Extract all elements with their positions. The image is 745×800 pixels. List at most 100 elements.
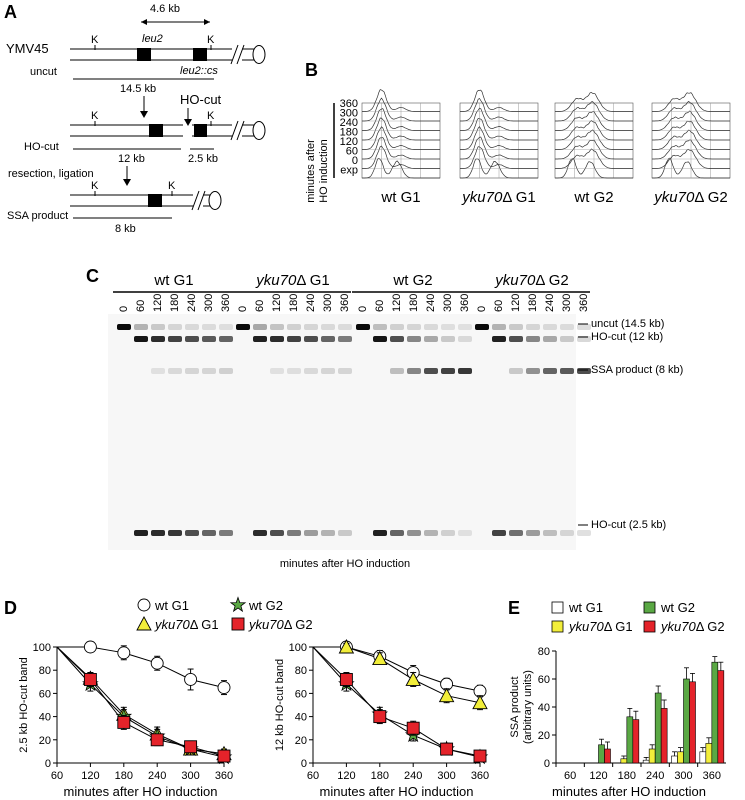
gel-lane-label: 300 bbox=[561, 294, 573, 312]
x-tick-label: 120 bbox=[81, 770, 99, 782]
band-ho-2-5kb bbox=[526, 530, 540, 536]
uncut-label: uncut bbox=[30, 66, 57, 78]
flow-histogram-trace bbox=[555, 129, 633, 150]
chart-d-left: 0 20 40 60 80 100 60 120 180 240 300 360 minutes aft… bbox=[18, 640, 233, 799]
series-line bbox=[56, 646, 225, 757]
gel-band-label: HO-cut (12 kb) bbox=[591, 331, 663, 343]
legend-text: Δ G2 bbox=[284, 617, 313, 632]
leu2cs-label: leu2::cs bbox=[180, 65, 218, 77]
legend-text: wt G1 bbox=[154, 598, 189, 613]
band-uncut bbox=[356, 324, 370, 330]
bar bbox=[604, 748, 611, 764]
gel-lane-label: 360 bbox=[459, 294, 471, 312]
band-ssa-8kb bbox=[407, 368, 421, 374]
legend-genotype: yku70 bbox=[248, 617, 284, 632]
gel-lane-label: 360 bbox=[578, 294, 590, 312]
panel-label-c: C bbox=[86, 266, 99, 286]
data-point bbox=[117, 646, 131, 660]
leu2cs-box-cut bbox=[194, 124, 207, 137]
y-tick-label: 40 bbox=[538, 702, 550, 714]
gel-band-labels: uncut (14.5 kb)HO-cut (12 kb) SSA product… bbox=[578, 318, 683, 531]
flow-group-label: wt G1 bbox=[380, 189, 420, 206]
band-uncut bbox=[509, 324, 523, 330]
flow-histogram-trace bbox=[460, 158, 538, 179]
band-ho-2-5kb bbox=[338, 530, 352, 536]
band-ssa-8kb bbox=[287, 368, 301, 374]
x-tick-label: 60 bbox=[51, 770, 63, 782]
gel-lane-label: 0 bbox=[118, 306, 130, 312]
band-ho-2-5kb bbox=[185, 530, 199, 536]
band-ho-2-5kb bbox=[390, 530, 404, 536]
legend-label: yku70Δ G2 bbox=[660, 619, 725, 634]
band-uncut bbox=[492, 324, 506, 330]
gel-background bbox=[108, 314, 576, 550]
gel-lane-label: 60 bbox=[493, 300, 505, 312]
flow-row-label: 180 bbox=[340, 127, 358, 139]
y-axis-label: 12 kb HO-cut band bbox=[274, 659, 286, 751]
panel-label-e: E bbox=[508, 598, 520, 618]
flow-histogram-trace bbox=[362, 108, 440, 131]
band-ho-12kb bbox=[492, 336, 506, 342]
bar bbox=[598, 744, 605, 764]
gel-lane-label: 300 bbox=[203, 294, 215, 312]
band-ho-12kb bbox=[168, 336, 182, 342]
flow-row-label: 120 bbox=[340, 136, 358, 148]
y-tick-label: 40 bbox=[295, 712, 307, 724]
data-point bbox=[184, 673, 198, 686]
flow-histograms bbox=[361, 89, 731, 179]
data-point bbox=[373, 710, 387, 724]
legend-label: wt G2 bbox=[248, 598, 283, 613]
gel-lane-label: 60 bbox=[374, 300, 386, 312]
flow-group-genotype: yku70 bbox=[653, 189, 695, 206]
legend-genotype: yku70 bbox=[660, 619, 696, 634]
gel-lane-label: 240 bbox=[186, 294, 198, 312]
band-ho-2-5kb bbox=[492, 530, 506, 536]
band-ssa-8kb bbox=[168, 368, 182, 374]
gel-lane-label: 240 bbox=[544, 294, 556, 312]
x-tick-label: 300 bbox=[674, 770, 692, 782]
data-point bbox=[150, 656, 164, 670]
data-point bbox=[473, 749, 487, 763]
band-ho-2-5kb bbox=[304, 530, 318, 536]
break-slashes-ssa bbox=[191, 190, 206, 211]
break-slashes bbox=[230, 44, 245, 65]
gel-lane-label: 180 bbox=[527, 294, 539, 312]
band-ho-2-5kb bbox=[321, 530, 335, 536]
x-tick-label: 180 bbox=[371, 770, 389, 782]
band-uncut bbox=[577, 324, 591, 330]
uncut-construct: K K leu2 leu2::cs uncut 14.5 kb bbox=[30, 33, 266, 118]
band-uncut bbox=[424, 324, 438, 330]
gel-lane-label: 240 bbox=[425, 294, 437, 312]
panel-b: B minutes after HO induction 36030024018… bbox=[305, 60, 731, 206]
flow-group-label: yku70Δ G2 bbox=[653, 189, 727, 206]
band-ssa-8kb bbox=[509, 368, 523, 374]
ho-cut-label: HO-cut bbox=[24, 141, 59, 153]
bar bbox=[699, 751, 707, 764]
flow-histogram-trace bbox=[652, 92, 730, 112]
band-uncut bbox=[458, 324, 472, 330]
leu2-box-cut bbox=[149, 124, 163, 137]
legend-marker bbox=[231, 617, 245, 631]
panel-b-ytitle-1: minutes after bbox=[305, 139, 317, 203]
y-tick-label: 60 bbox=[538, 674, 550, 686]
band-ho-2-5kb bbox=[577, 530, 591, 536]
flow-group-label: wt G2 bbox=[573, 189, 613, 206]
x-tick-label: 240 bbox=[404, 770, 422, 782]
flow-histogram-trace bbox=[362, 145, 440, 169]
flow-histogram-trace bbox=[652, 157, 730, 179]
band-uncut bbox=[287, 324, 301, 330]
bar bbox=[683, 678, 690, 764]
gel-lane-label: 0 bbox=[476, 306, 488, 312]
band-uncut bbox=[185, 324, 199, 330]
leu2cs-box bbox=[193, 48, 207, 61]
telomere-end-ssa bbox=[208, 191, 222, 210]
gel-lane-label: 240 bbox=[305, 294, 317, 312]
band-ho-2-5kb bbox=[253, 530, 267, 536]
x-tick-label: 300 bbox=[181, 770, 199, 782]
legend-swatch bbox=[643, 601, 656, 614]
band-uncut bbox=[236, 324, 250, 330]
band-ho-2-5kb bbox=[441, 530, 455, 536]
data-point bbox=[472, 694, 488, 710]
